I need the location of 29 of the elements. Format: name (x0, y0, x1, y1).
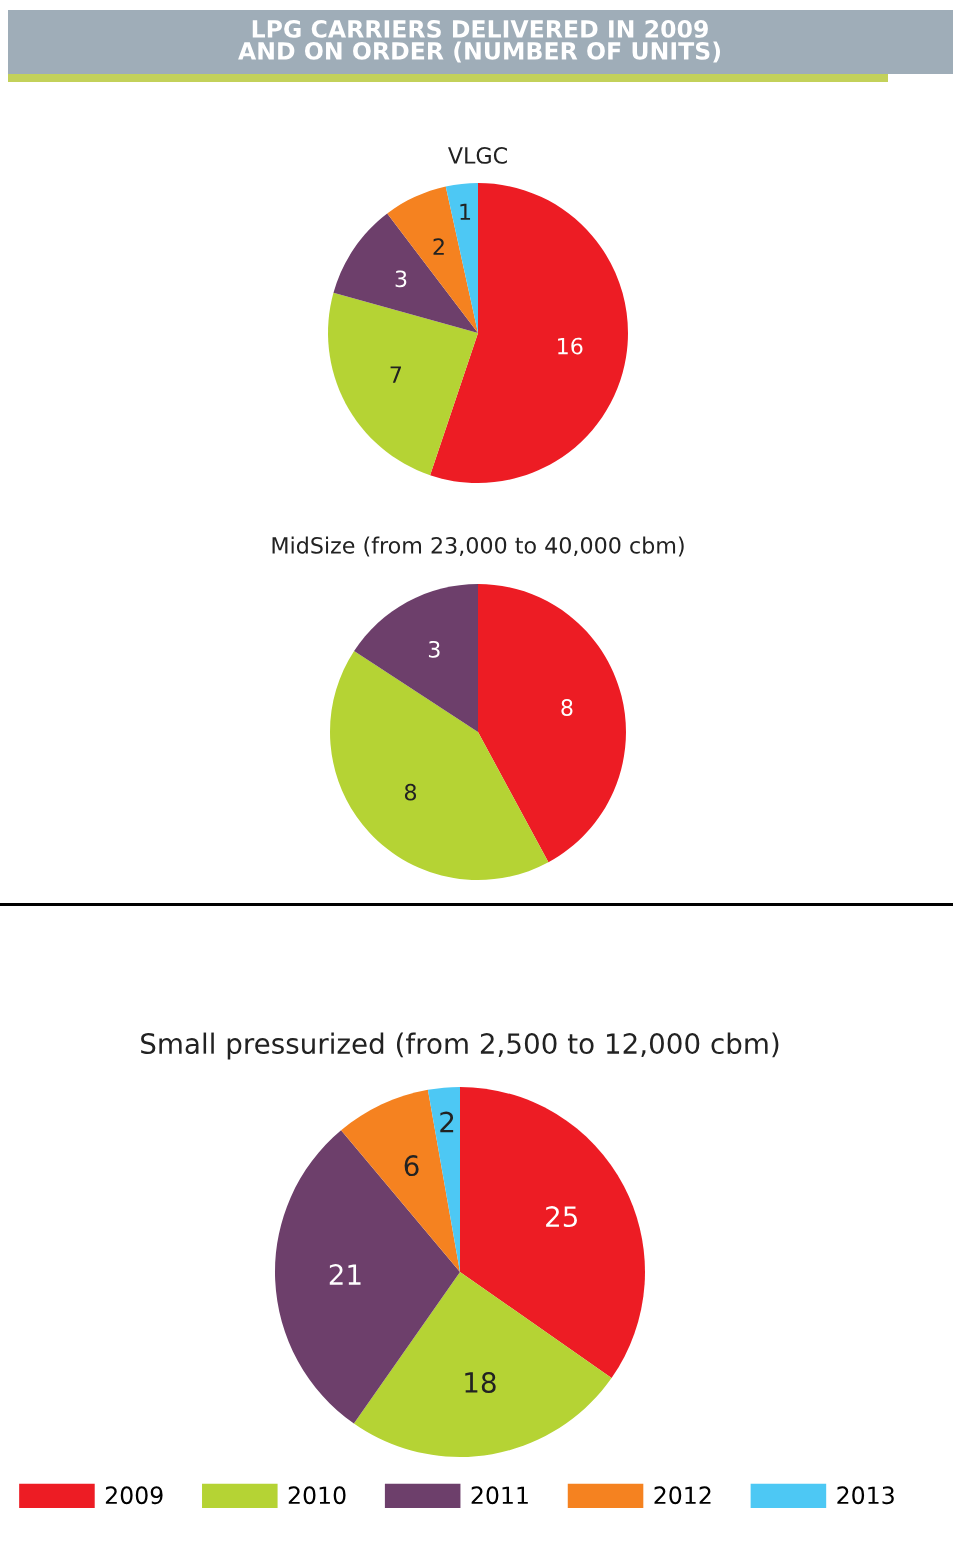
data-label: 25 (546, 1206, 577, 1228)
chart-subtitle: MidSize (from 23,000 to 40,000 cbm) (272, 536, 684, 557)
legend-label: 2011 (471, 1486, 528, 1505)
chart-title: LPG CARRIERS DELIVERED IN 2009 AND ON ORDER (NUMBER OF UNITS) (238, 20, 721, 63)
legend-label: 2012 (654, 1486, 711, 1505)
data-label: 2 (440, 1111, 454, 1133)
pie-slice (445, 183, 478, 333)
data-label: 6 (404, 1155, 419, 1177)
data-label: 2 (433, 238, 444, 255)
legend-label: 2010 (288, 1486, 346, 1505)
data-label: 18 (465, 1372, 496, 1394)
pie-slice (328, 292, 478, 476)
pie-slice (478, 584, 626, 863)
pie-slice (427, 1087, 460, 1272)
legend-label: 2013 (837, 1486, 894, 1505)
pie-slice (387, 186, 478, 333)
legend-label: 2009 (105, 1486, 163, 1505)
data-label: 7 (390, 366, 401, 383)
data-label: 16 (558, 337, 583, 355)
data-label: 8 (561, 699, 573, 716)
data-label: 1 (460, 203, 471, 220)
data-label: 21 (329, 1264, 361, 1285)
chart-subtitle: VLGC (448, 147, 507, 164)
pie-slice (430, 183, 628, 483)
pie-slice (354, 584, 478, 732)
data-label: 3 (395, 270, 407, 288)
data-label: 3 (428, 640, 440, 658)
chart-subtitle: Small pressurized (from 2,500 to 12,000 cbm) (141, 1032, 779, 1060)
data-label: 8 (404, 783, 417, 801)
